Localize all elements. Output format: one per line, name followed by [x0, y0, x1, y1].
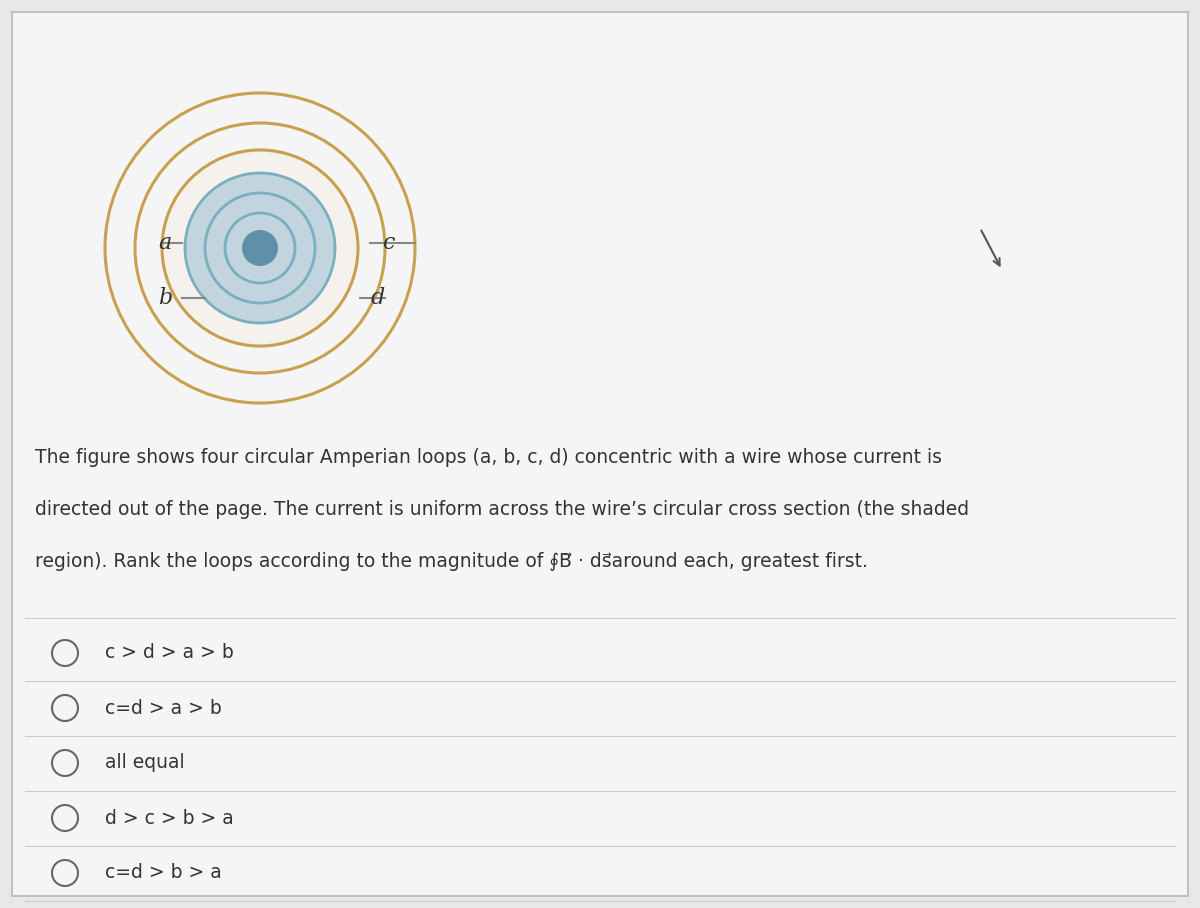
Text: c=d > a > b: c=d > a > b	[106, 698, 222, 717]
Text: all equal: all equal	[106, 754, 185, 773]
Text: d > c > b > a: d > c > b > a	[106, 808, 234, 827]
FancyBboxPatch shape	[12, 12, 1188, 896]
Circle shape	[185, 173, 335, 323]
Text: c=d > b > a: c=d > b > a	[106, 864, 222, 883]
Text: d: d	[371, 287, 385, 309]
Circle shape	[242, 230, 278, 266]
Text: c: c	[382, 232, 395, 254]
Text: The figure shows four circular Amperian loops (a, b, c, d) concentric with a wir: The figure shows four circular Amperian …	[35, 448, 942, 467]
Text: a: a	[158, 232, 172, 254]
Circle shape	[162, 150, 358, 346]
Text: directed out of the page. The current is uniform across the wire’s circular cros: directed out of the page. The current is…	[35, 500, 970, 519]
Text: b: b	[158, 287, 172, 309]
Text: region). Rank the loops according to the magnitude of ∮B⃗ · ds⃗around each, grea: region). Rank the loops according to the…	[35, 552, 868, 571]
Text: c > d > a > b: c > d > a > b	[106, 644, 234, 663]
